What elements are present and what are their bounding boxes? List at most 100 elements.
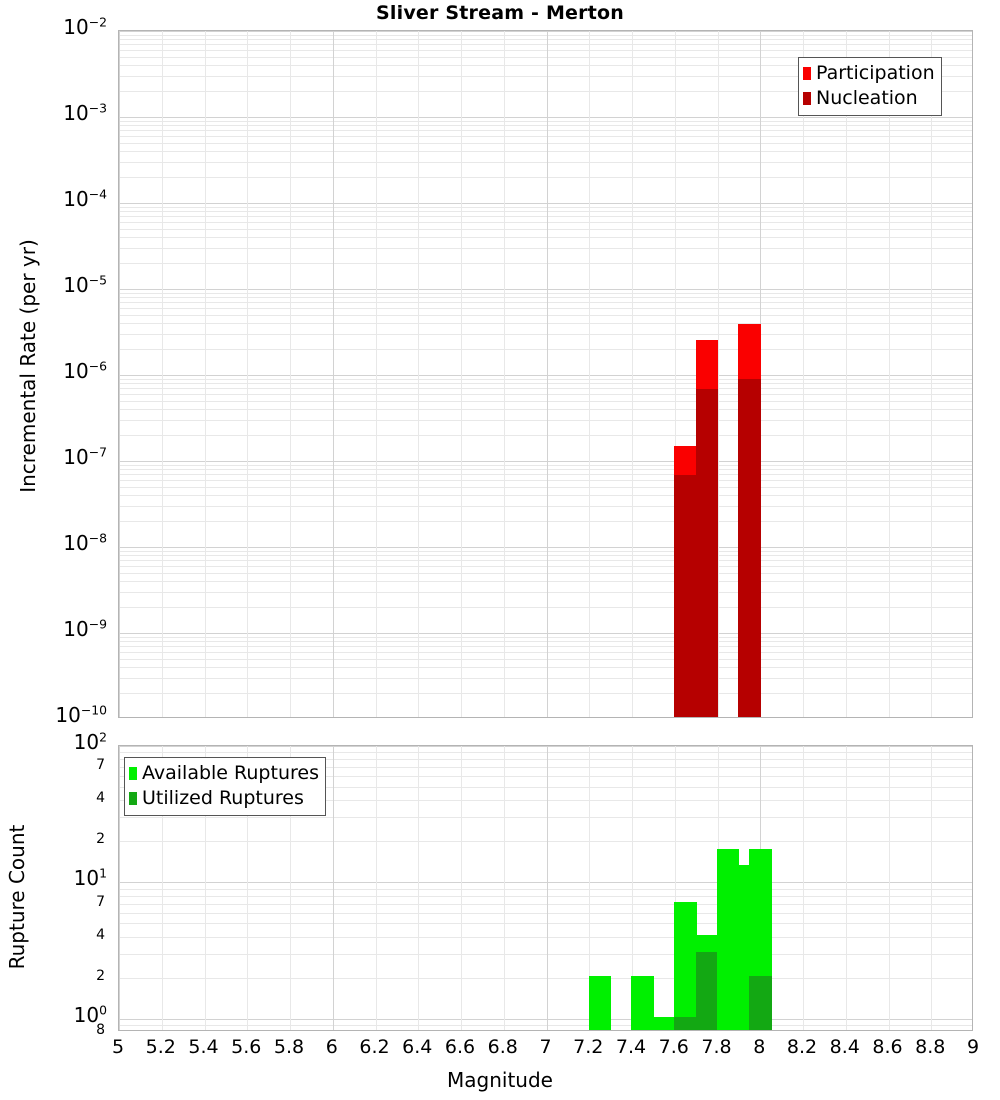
y-tick-label: 2 <box>96 831 105 848</box>
gridline-horizontal <box>119 383 972 385</box>
gridline-vertical <box>589 31 591 717</box>
x-tick-label: 6.8 <box>487 1036 518 1058</box>
gridline-horizontal <box>119 977 972 979</box>
gridline-vertical <box>632 746 633 1030</box>
nucleation-swatch-icon <box>803 92 811 105</box>
gridline-vertical <box>845 746 847 1030</box>
x-tick-label: 7.8 <box>701 1036 732 1058</box>
gridline-horizontal <box>119 787 972 789</box>
gridline-horizontal <box>119 375 972 376</box>
gridline-horizontal <box>119 882 972 884</box>
participation-swatch-icon <box>803 67 811 80</box>
gridline-horizontal <box>119 314 972 316</box>
gridline-horizontal <box>119 505 972 507</box>
x-tick-label: 7 <box>539 1036 552 1058</box>
gridline-horizontal <box>119 308 972 310</box>
x-tick-label: 8.2 <box>786 1036 818 1058</box>
y-tick-label: 101 <box>73 865 107 891</box>
gridline-vertical <box>290 31 291 717</box>
gridline-horizontal <box>119 469 972 471</box>
x-tick-label: 8.4 <box>829 1036 860 1058</box>
gridline-horizontal <box>119 641 972 643</box>
legend-label: Participation <box>816 62 935 84</box>
x-tick-label: 8.8 <box>915 1036 946 1058</box>
gridline-horizontal <box>119 31 972 32</box>
rupture-count-plot-area <box>118 745 973 1031</box>
utilized-ruptures-swatch-icon <box>129 792 137 805</box>
gridline-vertical <box>247 31 249 717</box>
available-ruptures-bar <box>716 848 740 1030</box>
gridline-vertical <box>888 31 890 717</box>
gridline-horizontal <box>119 289 972 290</box>
gridline-horizontal <box>119 206 972 208</box>
gridline-horizontal <box>119 658 972 660</box>
gridline-horizontal <box>119 461 972 462</box>
gridline-vertical <box>418 746 420 1030</box>
incremental-rate-plot-area <box>118 30 973 718</box>
gridline-horizontal <box>119 923 972 925</box>
x-tick-label: 6.6 <box>444 1036 476 1058</box>
utilized-ruptures-bar <box>749 975 772 1030</box>
gridline-vertical <box>418 31 420 717</box>
gridline-horizontal <box>119 888 972 890</box>
bottom-y-axis-label: Rupture Count <box>5 824 29 970</box>
gridline-horizontal <box>119 75 972 77</box>
gridline-vertical <box>888 746 890 1030</box>
gridline-horizontal <box>119 228 972 230</box>
gridline-horizontal <box>119 841 972 843</box>
available-ruptures-bar <box>652 1016 676 1030</box>
gridline-horizontal <box>119 56 972 58</box>
y-tick-label: 10−9 <box>63 616 107 641</box>
gridline-horizontal <box>119 633 972 634</box>
gridline-horizontal <box>119 474 972 476</box>
y-tick-label: 10−5 <box>63 272 107 297</box>
gridline-vertical <box>931 746 933 1030</box>
y-tick-label: 2 <box>96 967 105 984</box>
gridline-horizontal <box>119 953 972 955</box>
gridline-horizontal <box>119 480 972 482</box>
gridline-horizontal <box>119 486 972 488</box>
gridline-horizontal <box>119 903 972 905</box>
x-tick-label: 7.4 <box>615 1036 647 1058</box>
gridline-horizontal <box>119 394 972 396</box>
gridline-horizontal <box>119 419 972 421</box>
gridline-vertical <box>161 746 163 1030</box>
utilized-ruptures-bar <box>695 951 719 1030</box>
gridline-horizontal <box>119 667 972 669</box>
gridline-horizontal <box>119 1018 972 1020</box>
gridline-vertical <box>803 746 804 1030</box>
gridline-vertical <box>290 746 291 1030</box>
y-tick-label: 100 <box>73 1002 107 1027</box>
gridline-vertical <box>375 746 377 1030</box>
x-tick-label: 5.4 <box>188 1036 219 1058</box>
gridline-horizontal <box>119 302 972 304</box>
available-ruptures-bar <box>674 901 697 1030</box>
legend-label: Utilized Ruptures <box>142 787 304 809</box>
gridline-vertical <box>503 746 505 1030</box>
gridline-horizontal <box>119 203 972 204</box>
gridline-horizontal <box>119 34 972 36</box>
gridline-vertical <box>161 31 163 717</box>
gridline-horizontal <box>119 378 972 380</box>
x-tick-label: 5.6 <box>231 1036 262 1058</box>
gridline-horizontal <box>119 117 972 118</box>
gridline-vertical <box>204 746 206 1030</box>
gridline-horizontal <box>119 91 972 93</box>
ruptures-legend: Available Ruptures Utilized Ruptures <box>124 757 326 816</box>
gridline-horizontal <box>119 237 972 239</box>
legend-item: Available Ruptures <box>129 761 319 786</box>
available-ruptures-swatch-icon <box>129 767 137 780</box>
gridline-horizontal <box>119 44 972 46</box>
gridline-horizontal <box>119 560 972 562</box>
participation-nucleation-legend: Participation Nucleation <box>798 57 942 116</box>
x-tick-label: 5 <box>111 1036 125 1058</box>
gridline-horizontal <box>119 936 972 938</box>
gridline-vertical <box>461 31 462 717</box>
gridline-horizontal <box>119 120 972 122</box>
x-tick-label: 6 <box>325 1036 338 1058</box>
gridline-horizontal <box>119 211 972 213</box>
gridline-horizontal <box>119 607 972 609</box>
x-tick-label: 5.8 <box>273 1036 305 1058</box>
gridline-horizontal <box>119 247 972 249</box>
gridline-horizontal <box>119 912 972 914</box>
